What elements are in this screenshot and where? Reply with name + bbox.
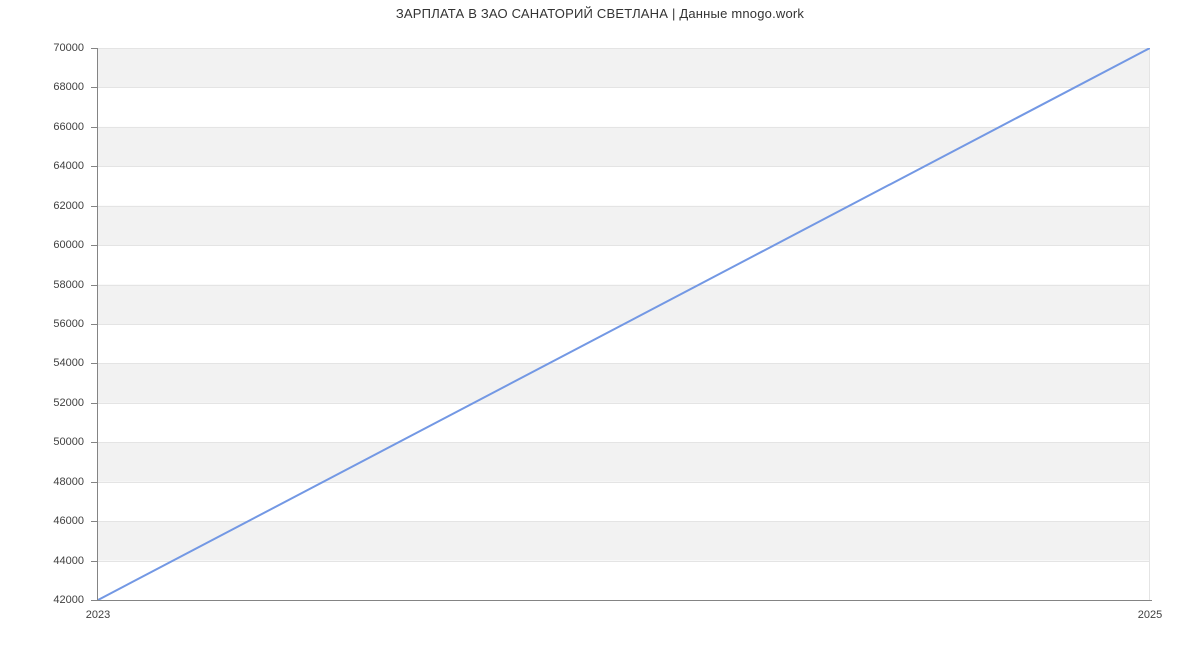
y-tick-mark — [91, 284, 97, 286]
y-tick-mark — [91, 442, 97, 444]
plot-band — [98, 205, 1150, 246]
y-tick-label: 56000 — [53, 318, 84, 330]
y-tick-mark — [91, 600, 97, 601]
y-tick-label: 62000 — [53, 199, 84, 212]
plot-area — [98, 48, 1150, 600]
plot-band — [98, 521, 1150, 561]
line-series-canvas — [98, 48, 1150, 600]
y-tick-mark — [91, 205, 97, 207]
plot-band — [98, 442, 1150, 482]
y-tick-mark — [91, 245, 97, 247]
y-tick-label: 58000 — [53, 278, 84, 291]
y-tick-label: 60000 — [53, 239, 84, 252]
y-tick-label: 64000 — [53, 160, 84, 173]
y-tick-mark — [91, 166, 97, 168]
x-tick-label: 2023 — [85, 609, 111, 621]
x-axis: 2023 2025 — [0, 601, 1200, 631]
y-tick-label: 54000 — [53, 357, 84, 370]
plot-band — [98, 363, 1150, 403]
y-tick-label: 52000 — [53, 396, 84, 409]
y-tick-label: 44000 — [53, 554, 84, 567]
y-tick-mark — [91, 87, 97, 89]
x-tick-label: 2025 — [1137, 609, 1163, 621]
chart-title: ЗАРПЛАТА В ЗАО САНАТОРИЙ СВЕТЛАНА | Данн… — [395, 6, 805, 21]
y-tick-mark — [91, 521, 97, 523]
salary-line — [98, 48, 1150, 600]
y-axis-line — [97, 48, 98, 601]
y-tick-mark — [91, 560, 97, 562]
y-axis: 42000 44000 46000 48000 50000 52000 54000 56000… — [0, 42, 98, 606]
plot-band — [98, 48, 1150, 88]
y-tick-mark — [91, 126, 97, 128]
y-tick-mark — [91, 363, 97, 365]
y-tick-label: 42000 — [53, 594, 84, 606]
plot-band — [98, 126, 1150, 167]
y-tick-mark — [91, 324, 97, 325]
y-tick-label: 68000 — [53, 81, 84, 94]
y-tick-label: 46000 — [53, 515, 84, 528]
y-tick-mark — [91, 402, 97, 404]
y-tick-mark — [91, 481, 97, 483]
y-tick-label: 66000 — [53, 120, 84, 133]
y-tick-label: 70000 — [53, 42, 84, 54]
x-axis-line — [92, 600, 1152, 601]
y-tick-label: 48000 — [53, 475, 84, 488]
y-tick-mark — [91, 48, 97, 49]
y-tick-label: 50000 — [53, 436, 84, 449]
plot-band — [98, 284, 1150, 324]
